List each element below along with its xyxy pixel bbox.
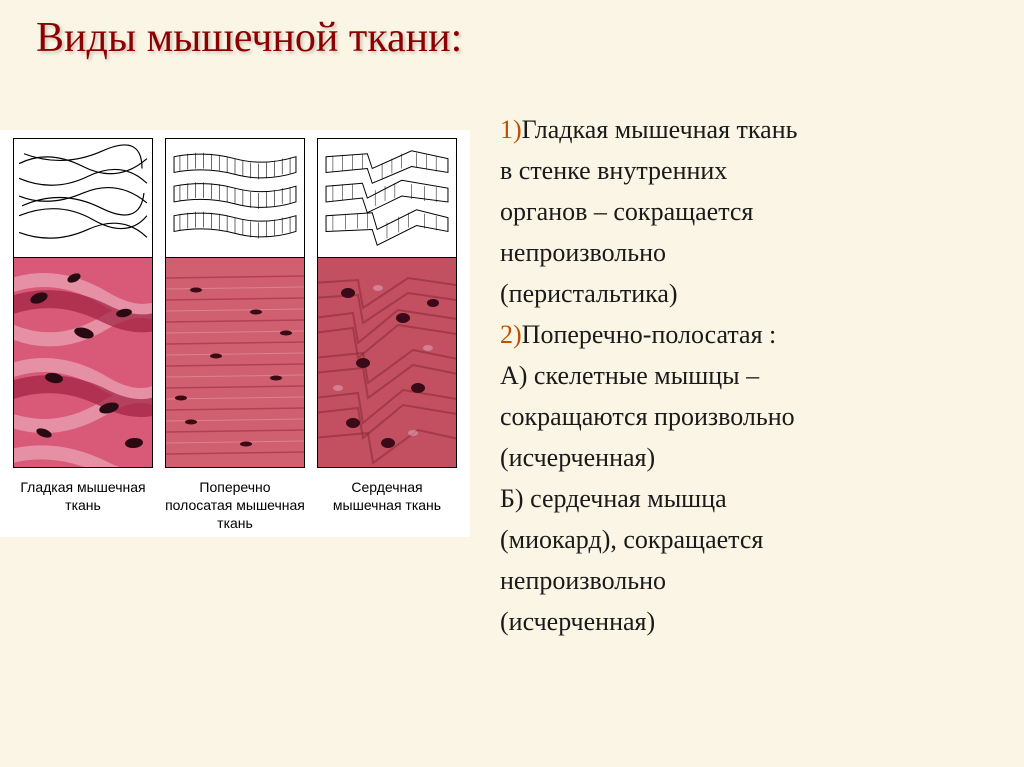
item1-line1: 1)Гладкая мышечная ткань <box>500 110 1000 149</box>
text-block: 1)Гладкая мышечная ткань в стенке внутре… <box>500 110 1000 643</box>
item1-body2: органов – сокращается <box>500 192 1000 231</box>
tissue-figure: Гладкая мышечная ткань <box>0 130 470 537</box>
item2a-label: А) скелетные мышцы – <box>500 356 1000 395</box>
panel-cardiac: Сердечная мышечная ткань <box>317 138 457 533</box>
panel-striated: Поперечно полосатая мышечная ткань <box>165 138 305 533</box>
item2b-body2: непроизвольно <box>500 561 1000 600</box>
item2b-label: Б) сердечная мышца <box>500 479 1000 518</box>
item2-number: 2) <box>500 320 522 349</box>
panel-smooth: Гладкая мышечная ткань <box>13 138 153 533</box>
schematic-striated <box>165 138 305 258</box>
item2a-body2: (исчерченная) <box>500 438 1000 477</box>
item2b-body1: (миокард), сокращается <box>500 520 1000 559</box>
micro-cardiac <box>317 258 457 468</box>
item1-body4: (перистальтика) <box>500 274 1000 313</box>
item2-line1: 2)Поперечно-полосатая : <box>500 315 1000 354</box>
caption-smooth: Гладкая мышечная ткань <box>13 478 153 514</box>
page-title: Виды мышечной ткани: <box>36 14 462 62</box>
micro-striated <box>165 258 305 468</box>
item1-body3: непроизвольно <box>500 233 1000 272</box>
micro-smooth <box>13 258 153 468</box>
item1-title-text: Гладкая мышечная ткань <box>522 115 798 144</box>
panels-row: Гладкая мышечная ткань <box>8 138 462 533</box>
schematic-cardiac <box>317 138 457 258</box>
item1-number: 1) <box>500 115 522 144</box>
caption-striated: Поперечно полосатая мышечная ткань <box>165 478 305 533</box>
item1-body1: в стенке внутренних <box>500 151 1000 190</box>
item2-title-text: Поперечно-полосатая : <box>522 320 777 349</box>
caption-cardiac: Сердечная мышечная ткань <box>317 478 457 514</box>
schematic-smooth <box>13 138 153 258</box>
item2b-body3: (исчерченная) <box>500 602 1000 641</box>
item2a-body1: сокращаются произвольно <box>500 397 1000 436</box>
